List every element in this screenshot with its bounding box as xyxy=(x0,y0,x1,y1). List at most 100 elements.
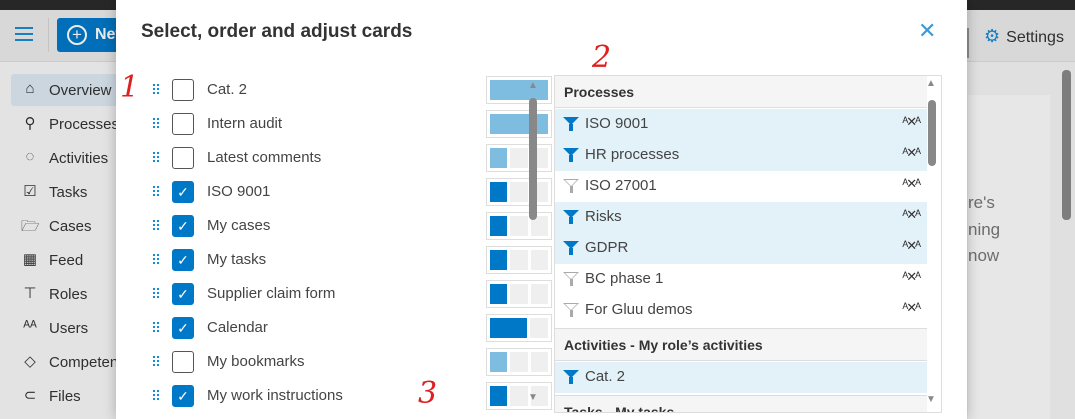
sidebar-item-overview[interactable]: ⌂ Overview xyxy=(11,74,131,106)
card-label: Cat. 2 xyxy=(207,81,248,98)
card-checkbox[interactable] xyxy=(172,113,194,135)
filter-item[interactable]: HR processes ᴬ✕ᴬ xyxy=(555,140,927,171)
card-width-selector[interactable] xyxy=(486,246,552,274)
filter-icon[interactable] xyxy=(563,117,579,131)
drag-handle-icon[interactable] xyxy=(152,321,160,333)
filter-icon[interactable] xyxy=(563,241,579,255)
filter-icon[interactable] xyxy=(563,210,579,224)
width-segment xyxy=(510,182,528,202)
users-icon[interactable]: ᴬ✕ᴬ xyxy=(902,238,921,253)
annotation-3: 3 xyxy=(418,376,438,411)
drag-handle-icon[interactable] xyxy=(152,253,160,265)
scroll-up-icon[interactable]: ▲ xyxy=(926,78,936,89)
close-icon[interactable]: ✕ xyxy=(918,18,937,43)
settings-button[interactable]: ⚙ Settings xyxy=(984,26,1064,47)
sidebar-item-label: Feed xyxy=(49,252,84,269)
card-list-scrollbar[interactable]: ▲ ▼ xyxy=(526,80,540,410)
card-checkbox[interactable]: ✓ xyxy=(172,385,194,407)
drag-handle-icon[interactable] xyxy=(152,117,160,129)
card-width-selector[interactable] xyxy=(486,314,552,342)
card-width-selector[interactable] xyxy=(486,144,552,172)
hamburger-menu-icon[interactable] xyxy=(15,27,33,41)
filter-icon[interactable] xyxy=(563,148,579,162)
scroll-down-icon[interactable]: ▼ xyxy=(528,392,538,403)
users-icon[interactable]: ᴬ✕ᴬ xyxy=(902,269,921,284)
dialog-title: Select, order and adjust cards xyxy=(141,21,413,42)
filter-icon[interactable] xyxy=(563,370,579,384)
paperclip-icon: ⊂ xyxy=(23,387,37,404)
card-checkbox[interactable]: ✓ xyxy=(172,317,194,339)
sidebar-item-label: Files xyxy=(49,388,81,405)
users-icon[interactable]: ᴬ✕ᴬ xyxy=(902,300,921,315)
users-icon[interactable]: ᴬ✕ᴬ xyxy=(902,207,921,222)
width-segment xyxy=(490,148,508,168)
drag-handle-icon[interactable] xyxy=(152,151,160,163)
home-icon: ⌂ xyxy=(25,80,35,97)
sidebar-item-label: Roles xyxy=(49,286,88,303)
card-label: Supplier claim form xyxy=(207,285,336,302)
width-segment xyxy=(490,352,508,372)
filter-icon[interactable] xyxy=(563,272,579,286)
card-width-selector[interactable] xyxy=(486,76,552,104)
card-checkbox[interactable] xyxy=(172,79,194,101)
filter-item[interactable]: BC phase 1 ᴬ✕ᴬ xyxy=(555,264,927,295)
card-width-selector[interactable] xyxy=(486,110,552,138)
sidebar-item-cases[interactable]: 🗁 Cases xyxy=(11,210,131,242)
card-checkbox[interactable] xyxy=(172,147,194,169)
card-width-selector[interactable] xyxy=(486,280,552,308)
sidebar-item-tasks[interactable]: ☑ Tasks xyxy=(11,176,131,208)
scroll-thumb[interactable] xyxy=(928,100,936,166)
scroll-thumb[interactable] xyxy=(529,98,537,220)
sidebar-item-processes[interactable]: ⚲ Processes xyxy=(11,108,131,140)
drag-handle-icon[interactable] xyxy=(152,355,160,367)
card-width-selector[interactable] xyxy=(486,382,552,410)
sidebar-item-activities[interactable]: ◌ Activities xyxy=(11,142,131,174)
filter-item[interactable]: ISO 27001 ᴬ✕ᴬ xyxy=(555,171,927,202)
drag-handle-icon[interactable] xyxy=(152,389,160,401)
drag-handle-icon[interactable] xyxy=(152,287,160,299)
filter-item[interactable]: Risks ᴬ✕ᴬ xyxy=(555,202,927,233)
content-text: now xyxy=(968,246,1000,265)
sidebar-item-label: Tasks xyxy=(49,184,88,201)
users-icon[interactable]: ᴬ✕ᴬ xyxy=(902,145,921,160)
filter-item-label: For Gluu demos xyxy=(585,301,693,318)
scroll-up-icon[interactable]: ▲ xyxy=(528,80,538,91)
card-checkbox[interactable]: ✓ xyxy=(172,215,194,237)
width-segment xyxy=(530,352,548,372)
drag-handle-icon[interactable] xyxy=(152,83,160,95)
card-row: Latest comments xyxy=(146,143,552,173)
gear-icon: ⚙ xyxy=(984,26,1001,46)
card-checkbox[interactable]: ✓ xyxy=(172,181,194,203)
card-label: My bookmarks xyxy=(207,353,305,370)
card-width-selector[interactable] xyxy=(486,212,552,240)
diamond-icon: ◇ xyxy=(24,353,36,370)
shirt-icon: ⊤ xyxy=(23,285,37,302)
users-icon[interactable]: ᴬ✕ᴬ xyxy=(902,176,921,191)
filter-item[interactable]: ISO 9001 ᴬ✕ᴬ xyxy=(555,109,927,140)
scroll-down-icon[interactable]: ▼ xyxy=(926,394,936,405)
sidebar-item-roles[interactable]: ⊤ Roles xyxy=(11,278,131,310)
card-width-selector[interactable] xyxy=(486,348,552,376)
sidebar-item-label: Overview xyxy=(49,82,112,99)
filter-panel-scrollbar[interactable]: ▲ ▼ xyxy=(924,78,940,410)
page-scrollbar[interactable] xyxy=(1062,70,1071,220)
filter-item[interactable]: For Gluu demos ᴬ✕ᴬ xyxy=(555,295,927,326)
card-width-selector[interactable] xyxy=(486,178,552,206)
card-checkbox[interactable] xyxy=(172,351,194,373)
filter-icon[interactable] xyxy=(563,303,579,317)
users-icon[interactable]: ᴬ✕ᴬ xyxy=(902,114,921,129)
settings-label: Settings xyxy=(1006,29,1064,46)
card-checkbox[interactable]: ✓ xyxy=(172,283,194,305)
sidebar-item-files[interactable]: ⊂ Files xyxy=(11,380,131,412)
filter-section-header: Tasks - My tasks xyxy=(555,395,927,412)
divider xyxy=(967,28,969,58)
sidebar-item-users[interactable]: ᴬᴬ Users xyxy=(11,312,131,344)
sidebar-item-feed[interactable]: ▦ Feed xyxy=(11,244,131,276)
filter-icon[interactable] xyxy=(563,179,579,193)
filter-item[interactable]: Cat. 2 xyxy=(555,362,927,393)
drag-handle-icon[interactable] xyxy=(152,219,160,231)
filter-item[interactable]: GDPR ᴬ✕ᴬ xyxy=(555,233,927,264)
card-checkbox[interactable]: ✓ xyxy=(172,249,194,271)
drag-handle-icon[interactable] xyxy=(152,185,160,197)
divider xyxy=(48,18,49,52)
